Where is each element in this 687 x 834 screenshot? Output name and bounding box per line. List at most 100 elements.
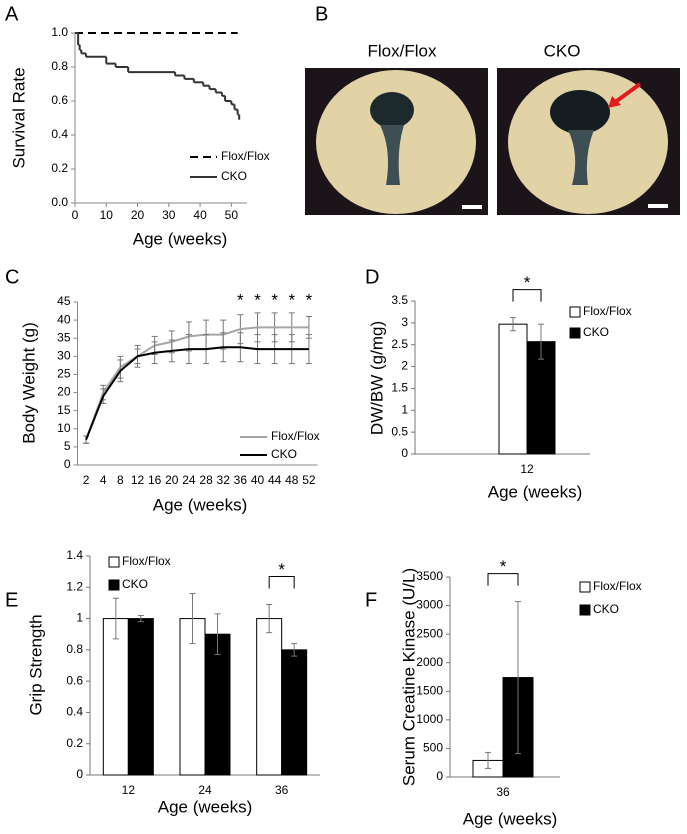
bar <box>256 618 283 776</box>
arrow <box>612 82 642 105</box>
series-line <box>85 346 309 441</box>
y-tick-label: 3 <box>401 315 408 329</box>
y-tick-label: 2.5 <box>391 337 408 351</box>
x-tick-label: 50 <box>225 208 239 222</box>
x-axis-label: Age (weeks) <box>463 809 557 828</box>
legend-label: Flox/Flox <box>221 149 270 163</box>
y-tick-label: 1.5 <box>391 381 408 395</box>
y-tick-label: 0.4 <box>51 127 68 141</box>
bar <box>281 649 308 776</box>
y-tick-label: 45 <box>57 294 71 308</box>
annotation: * <box>237 290 244 309</box>
x-tick-label: 8 <box>117 473 124 487</box>
y-tick-label: 2000 <box>416 655 443 669</box>
x-axis-label: Age (weeks) <box>158 797 252 816</box>
y-tick-label: 0 <box>401 446 408 460</box>
annotation: * <box>254 290 261 309</box>
annotation: * <box>278 560 285 579</box>
y-tick-label: 0 <box>64 457 71 471</box>
tissue <box>568 130 594 185</box>
y-tick-label: 1.2 <box>66 579 83 593</box>
significance-bracket <box>512 289 542 302</box>
y-tick-label: 30 <box>57 349 71 363</box>
legend-swatch <box>108 579 120 591</box>
tissue <box>370 92 414 128</box>
y-tick-label: 20 <box>57 385 71 399</box>
bar <box>127 618 154 776</box>
annotation: * <box>288 290 295 309</box>
x-tick-label: 36 <box>496 785 510 799</box>
x-tick-label: 12 <box>122 783 136 797</box>
x-tick-label: 32 <box>217 473 231 487</box>
y-tick-label: 1 <box>401 402 408 416</box>
series-line <box>85 326 309 440</box>
x-tick-label: 40 <box>251 473 265 487</box>
panel-letter: C <box>5 266 19 288</box>
panel-letter: D <box>365 266 379 288</box>
y-tick-label: 2 <box>401 359 408 373</box>
y-tick-label: 3500 <box>416 569 443 583</box>
y-tick-label: 35 <box>57 330 71 344</box>
y-tick-label: 1.0 <box>51 25 68 39</box>
legend-label: CKO <box>271 447 297 461</box>
y-axis-label: Body Weight (g) <box>19 322 38 444</box>
y-tick-label: 0.0 <box>51 195 68 209</box>
y-tick-label: 0.6 <box>66 673 83 687</box>
scale-bar <box>648 204 668 208</box>
y-tick-label: 1 <box>76 611 83 625</box>
y-tick-label: 0.2 <box>66 736 83 750</box>
y-tick-label: 3.5 <box>391 293 408 307</box>
annotation: * <box>524 273 531 292</box>
annotation: * <box>271 290 278 309</box>
scale-bar <box>462 205 482 209</box>
y-tick-label: 40 <box>57 312 71 326</box>
y-tick-label: 0.4 <box>66 705 83 719</box>
y-tick-label: 10 <box>57 421 71 435</box>
x-tick-label: 20 <box>165 473 179 487</box>
arrow-head <box>608 96 621 108</box>
panel-letter: E <box>5 589 18 611</box>
legend-swatch <box>569 306 581 318</box>
x-tick-label: 16 <box>148 473 162 487</box>
y-tick-label: 0.5 <box>391 424 408 438</box>
x-tick-label: 2 <box>83 473 90 487</box>
legend-label: Flox/Flox <box>593 579 642 593</box>
y-tick-label: 0.2 <box>51 161 68 175</box>
y-tick-label: 0.8 <box>66 642 83 656</box>
bar <box>102 618 129 776</box>
x-tick-label: 40 <box>193 208 207 222</box>
legend-swatch <box>579 581 591 593</box>
bar <box>526 341 556 455</box>
y-tick-label: 1500 <box>416 683 443 697</box>
x-axis-label: Age (weeks) <box>133 229 227 248</box>
legend-label: CKO <box>122 577 148 591</box>
x-tick-label: 36 <box>234 473 248 487</box>
x-tick-label: 20 <box>131 208 145 222</box>
y-tick-label: 0.6 <box>51 93 68 107</box>
panel-b-images: B Flox/Flox CKO <box>305 3 680 215</box>
y-tick-label: 0 <box>76 767 83 781</box>
y-tick-label: 15 <box>57 403 71 417</box>
y-tick-label: 0.8 <box>51 59 68 73</box>
legend-label: Flox/Flox <box>122 554 171 568</box>
x-tick-label: 28 <box>199 473 213 487</box>
y-tick-label: 3000 <box>416 598 443 612</box>
x-axis-label: Age (weeks) <box>153 495 247 514</box>
y-tick-label: 500 <box>423 741 443 755</box>
x-tick-label: 12 <box>131 473 145 487</box>
y-axis-label: Serum Creatine Kinase (U/L) <box>399 568 418 786</box>
tissue <box>550 90 610 134</box>
legend-swatch <box>108 556 120 568</box>
x-tick-label: 4 <box>100 473 107 487</box>
x-tick-label: 30 <box>162 208 176 222</box>
x-tick-label: 24 <box>198 783 212 797</box>
y-tick-label: 25 <box>57 367 71 381</box>
x-tick-label: 10 <box>100 208 114 222</box>
y-tick-label: 5 <box>64 439 71 453</box>
panel-letter: B <box>315 3 328 25</box>
y-tick-label: 1000 <box>416 712 443 726</box>
x-tick-label: 36 <box>275 783 289 797</box>
significance-bracket <box>487 573 519 586</box>
x-tick-label: 24 <box>182 473 196 487</box>
